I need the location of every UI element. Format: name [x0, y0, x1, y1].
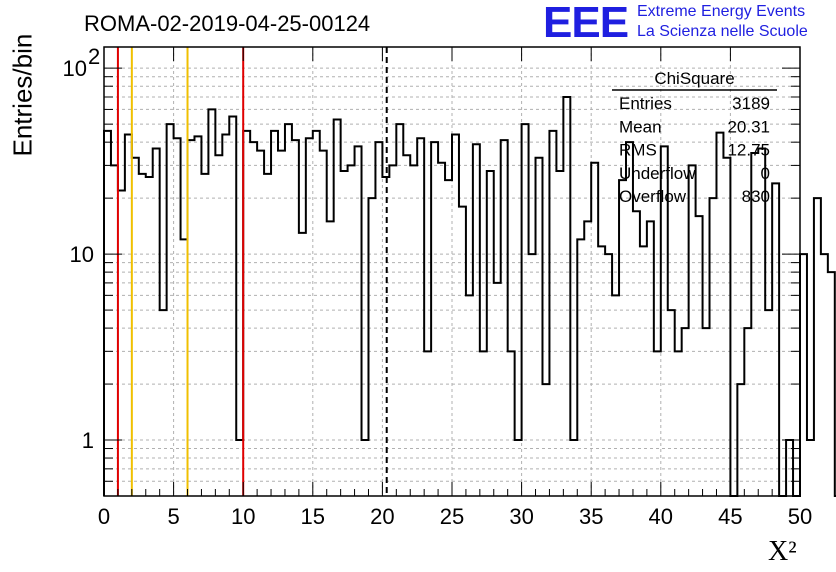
x-tick-label: 45	[718, 504, 742, 529]
x-tick-label: 0	[98, 504, 110, 529]
y-tick-label: 10	[70, 242, 94, 267]
x-tick-label: 50	[788, 504, 812, 529]
y-tick-label: 1	[82, 428, 94, 453]
stats-row-value: 830	[742, 187, 770, 206]
stats-row-label: Entries	[619, 94, 672, 113]
stats-row-label: Mean	[619, 117, 662, 136]
stats-row-label: RMS	[619, 141, 657, 160]
histogram-series	[103, 95, 836, 497]
y-tick-label-exponent: 2	[88, 44, 100, 69]
run-title: ROMA-02-2019-04-25-00124	[84, 11, 371, 36]
eee-logo: EEE	[543, 0, 629, 47]
logo-caption-line1: Extreme Energy Events	[637, 3, 806, 20]
x-tick-label: 15	[301, 504, 325, 529]
x-tick-label: 30	[509, 504, 533, 529]
x-axis-title: X²	[768, 536, 797, 567]
x-tick-label: 20	[370, 504, 394, 529]
stats-row-value: 3189	[732, 94, 770, 113]
stats-row-label: Underflow	[619, 164, 696, 183]
stats-row-value: 0	[761, 164, 770, 183]
x-tick-label: 25	[440, 504, 464, 529]
stats-row-label: Overflow	[619, 187, 687, 206]
y-tick-label: 10	[63, 56, 87, 81]
x-tick-label: 10	[231, 504, 255, 529]
stats-row-value: 20.31	[727, 117, 770, 136]
stats-row-value: 12.75	[727, 141, 770, 160]
x-tick-label: 40	[649, 504, 673, 529]
logo-caption-line2: La Scienza nelle Scuole	[637, 23, 808, 40]
x-tick-label: 35	[579, 504, 603, 529]
stats-title: ChiSquare	[654, 69, 734, 88]
x-tick-label: 5	[167, 504, 179, 529]
